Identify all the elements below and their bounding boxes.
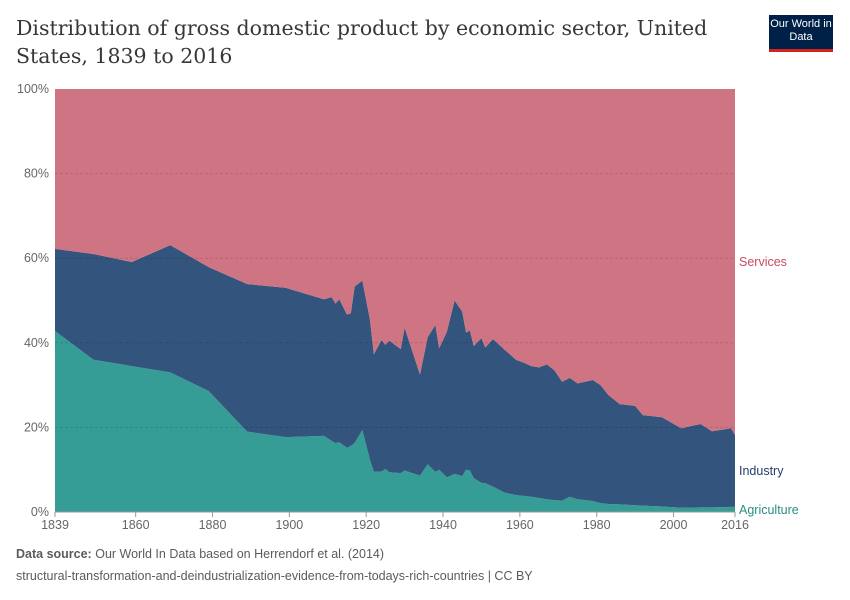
source-url[interactable]: structural-transformation-and-deindustri… [16, 569, 533, 583]
y-tick-label: 0% [31, 505, 49, 519]
x-tick-label: 1920 [352, 518, 380, 532]
legend-label-services: Services [739, 255, 787, 269]
x-tick-label: 1940 [429, 518, 457, 532]
x-tick-label: 1860 [122, 518, 150, 532]
y-tick-label: 100% [17, 82, 49, 96]
x-tick-label: 1880 [199, 518, 227, 532]
y-tick-label: 20% [24, 420, 49, 434]
data-source: Data source: Our World In Data based on … [16, 547, 384, 561]
area-agriculture [55, 330, 735, 512]
y-tick-label: 40% [24, 336, 49, 350]
chart-title: Distribution of gross domestic product b… [16, 16, 708, 68]
stacked-area-chart: Agriculture Industry Services 0% 20% 40% 60% 80… [17, 82, 799, 532]
source-text: Our World In Data based on Herrendorf et… [95, 547, 385, 561]
x-tick-label: 2016 [721, 518, 749, 532]
x-tick-label: 1980 [583, 518, 611, 532]
legend-label-agriculture: Agriculture [739, 503, 799, 517]
area-services [55, 89, 735, 436]
legend-label-industry: Industry [739, 464, 784, 478]
x-tick-label: 2000 [660, 518, 688, 532]
y-tick-label: 80% [24, 167, 49, 181]
area-industry [55, 245, 735, 508]
x-tick-label: 1839 [41, 518, 69, 532]
source-label: Data source: [16, 547, 92, 561]
x-tick-label: 1900 [275, 518, 303, 532]
y-tick-label: 60% [24, 251, 49, 265]
x-tick-label: 1960 [506, 518, 534, 532]
owid-logo[interactable]: Our World in Data [769, 15, 833, 52]
